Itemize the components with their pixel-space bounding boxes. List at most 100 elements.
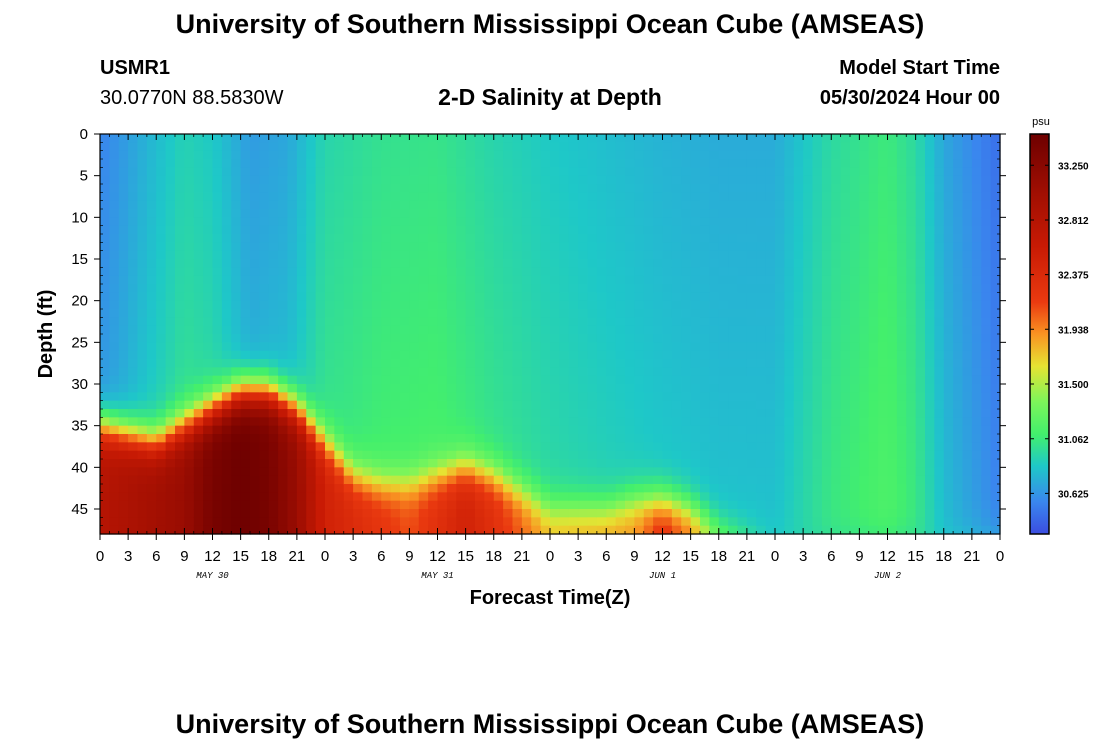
heatmap-cell <box>606 517 617 527</box>
heatmap-cell <box>362 375 373 385</box>
heatmap-cell <box>540 292 551 302</box>
heatmap-cell <box>550 500 560 510</box>
heatmap-cell <box>362 250 373 260</box>
heatmap-cell <box>587 367 598 377</box>
heatmap-cell <box>709 184 720 193</box>
heatmap-cell <box>625 442 635 452</box>
heatmap-cell <box>746 192 757 202</box>
heatmap-cell <box>418 309 429 318</box>
heatmap-cell <box>156 342 167 352</box>
heatmap-cell <box>737 309 748 318</box>
heatmap-cell <box>521 375 532 385</box>
heatmap-cell <box>681 284 692 293</box>
heatmap-cell <box>587 500 598 510</box>
heatmap-cell <box>109 484 120 493</box>
x-tick-label: 3 <box>349 548 357 565</box>
heatmap-cell <box>409 384 420 393</box>
heatmap-cell <box>653 275 664 285</box>
heatmap-cell <box>981 234 992 243</box>
heatmap-cell <box>606 167 617 177</box>
heatmap-cell <box>193 409 204 418</box>
heatmap-cell <box>906 375 917 385</box>
heatmap-cell <box>681 325 692 335</box>
heatmap-cell <box>990 292 1001 302</box>
heatmap-cell <box>662 392 673 402</box>
heatmap-cell <box>962 259 973 268</box>
heatmap-cell <box>100 159 110 168</box>
heatmap-cell <box>981 384 992 393</box>
heatmap-cell <box>278 200 289 210</box>
heatmap-cell <box>184 209 195 218</box>
heatmap-cell <box>259 242 270 252</box>
heatmap-cell <box>643 359 654 368</box>
heatmap-cell <box>409 509 420 518</box>
heatmap-cell <box>259 459 270 468</box>
heatmap-cell <box>100 217 110 227</box>
heatmap-cell <box>568 192 579 202</box>
heatmap-cell <box>578 284 589 293</box>
heatmap-cell <box>212 167 223 177</box>
heatmap-cell <box>325 392 335 402</box>
heatmap-cell <box>287 409 298 418</box>
heatmap-cell <box>821 400 832 410</box>
heatmap-cell <box>634 234 645 243</box>
heatmap-cell <box>184 425 195 435</box>
heatmap-cell <box>981 309 992 318</box>
heatmap-cell <box>231 292 242 302</box>
heatmap-cell <box>268 225 279 235</box>
heatmap-cell <box>878 492 889 502</box>
heatmap-cell <box>221 192 232 202</box>
heatmap-cell <box>868 417 879 427</box>
heatmap-cell <box>231 442 242 452</box>
heatmap-cell <box>362 309 373 318</box>
heatmap-cell <box>700 442 710 452</box>
heatmap-cell <box>287 484 298 493</box>
heatmap-cell <box>803 317 814 327</box>
heatmap-cell <box>371 375 382 385</box>
heatmap-cell <box>128 242 139 252</box>
heatmap-cell <box>550 234 560 243</box>
heatmap-cell <box>259 267 270 277</box>
heatmap-cell <box>962 517 973 527</box>
heatmap-cell <box>193 400 204 410</box>
heatmap-cell <box>484 267 495 277</box>
heatmap-cell <box>287 250 298 260</box>
heatmap-cell <box>943 209 954 218</box>
heatmap-cell <box>700 384 710 393</box>
heatmap-cell <box>109 500 120 510</box>
heatmap-cell <box>259 300 270 310</box>
heatmap-cell <box>737 325 748 335</box>
heatmap-cell <box>662 275 673 285</box>
heatmap-cell <box>428 375 439 385</box>
heatmap-cell <box>990 525 1001 535</box>
heatmap-cell <box>428 200 439 210</box>
heatmap-cell <box>278 350 289 360</box>
heatmap-cell <box>962 225 973 235</box>
heatmap-cell <box>925 359 935 368</box>
heatmap-cell <box>953 150 964 160</box>
heatmap-cell <box>934 192 945 202</box>
heatmap-cell <box>625 292 635 302</box>
heatmap-cell <box>371 234 382 243</box>
heatmap-cell <box>775 225 785 235</box>
heatmap-cell <box>775 242 785 252</box>
heatmap-cell <box>568 384 579 393</box>
heatmap-cell <box>850 484 860 493</box>
heatmap-cell <box>690 225 701 235</box>
heatmap-cell <box>953 242 964 252</box>
heatmap-cell <box>287 425 298 435</box>
heatmap-cell <box>634 450 645 460</box>
heatmap-cell <box>700 392 710 402</box>
heatmap-cell <box>765 467 776 477</box>
heatmap-cell <box>250 492 260 502</box>
heatmap-cell <box>409 467 420 477</box>
heatmap-cell <box>550 250 560 260</box>
heatmap-cell <box>803 159 814 168</box>
heatmap-cell <box>175 500 185 510</box>
heatmap-cell <box>596 492 607 502</box>
heatmap-cell <box>634 192 645 202</box>
heatmap-cell <box>906 442 917 452</box>
heatmap-cell <box>325 492 335 502</box>
heatmap-cell <box>156 217 167 227</box>
heatmap-cell <box>296 250 307 260</box>
